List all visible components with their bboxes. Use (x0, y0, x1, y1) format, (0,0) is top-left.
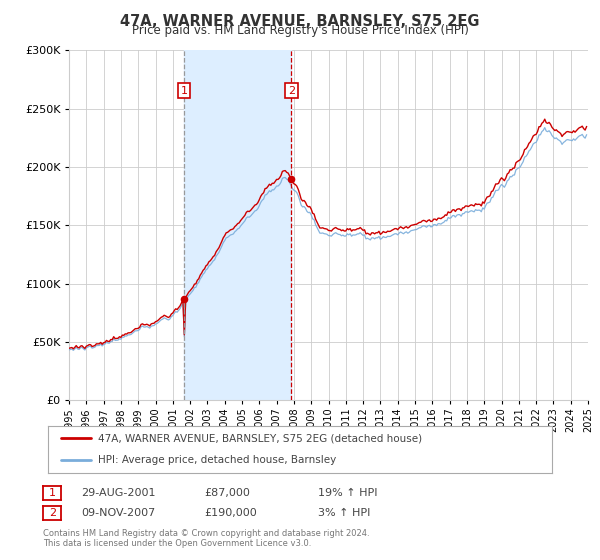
Text: 29-AUG-2001: 29-AUG-2001 (81, 488, 155, 497)
Text: 1: 1 (49, 488, 56, 497)
Text: 2: 2 (288, 86, 295, 96)
Text: Price paid vs. HM Land Registry's House Price Index (HPI): Price paid vs. HM Land Registry's House … (131, 24, 469, 37)
Text: £87,000: £87,000 (204, 488, 250, 497)
Text: This data is licensed under the Open Government Licence v3.0.: This data is licensed under the Open Gov… (43, 539, 311, 548)
Text: 1: 1 (181, 86, 188, 96)
Text: 09-NOV-2007: 09-NOV-2007 (81, 508, 155, 517)
Text: 47A, WARNER AVENUE, BARNSLEY, S75 2EG (detached house): 47A, WARNER AVENUE, BARNSLEY, S75 2EG (d… (98, 433, 422, 444)
Text: Contains HM Land Registry data © Crown copyright and database right 2024.: Contains HM Land Registry data © Crown c… (43, 529, 370, 538)
Text: 3% ↑ HPI: 3% ↑ HPI (318, 508, 370, 517)
Text: 47A, WARNER AVENUE, BARNSLEY, S75 2EG: 47A, WARNER AVENUE, BARNSLEY, S75 2EG (120, 14, 480, 29)
Text: 2: 2 (49, 508, 56, 517)
Text: 19% ↑ HPI: 19% ↑ HPI (318, 488, 377, 497)
Text: HPI: Average price, detached house, Barnsley: HPI: Average price, detached house, Barn… (98, 455, 337, 465)
Text: £190,000: £190,000 (204, 508, 257, 517)
